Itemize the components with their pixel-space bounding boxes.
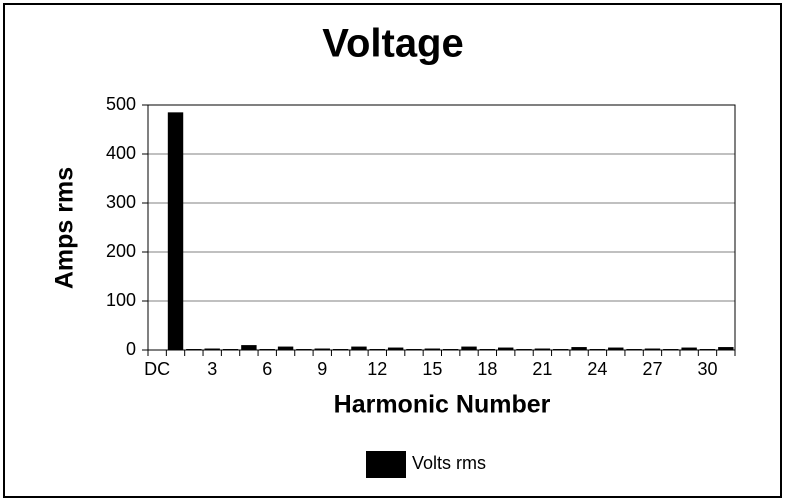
bar — [644, 348, 661, 350]
bar — [186, 349, 202, 350]
y-tick-label: 100 — [106, 290, 136, 310]
bar — [332, 349, 349, 350]
x-tick-label: 15 — [422, 359, 442, 379]
bar — [442, 349, 459, 350]
bar — [461, 346, 477, 350]
x-tick-label: 27 — [642, 359, 662, 379]
bar — [314, 348, 330, 350]
x-tick-label: 9 — [317, 359, 327, 379]
bar — [387, 347, 404, 350]
bar — [608, 347, 624, 350]
y-tick-label: 0 — [126, 339, 136, 359]
bar — [296, 349, 312, 350]
bar — [626, 349, 642, 350]
bar — [424, 348, 441, 350]
bar — [718, 347, 734, 350]
y-axis-label: Amps rms — [51, 167, 79, 289]
bar — [241, 345, 257, 350]
x-tick-label: 18 — [477, 359, 497, 379]
bar — [259, 349, 275, 350]
chart-frame — [3, 3, 782, 498]
x-axis-label: Harmonic Number — [334, 391, 551, 419]
y-tick-label: 200 — [106, 241, 136, 261]
y-tick-label: 500 — [106, 94, 136, 114]
x-tick-label: 21 — [532, 359, 552, 379]
bar — [497, 347, 514, 350]
legend-swatch — [366, 451, 406, 478]
bar — [277, 346, 294, 350]
bar — [369, 349, 386, 350]
bar — [222, 349, 239, 350]
x-tick-label: 12 — [367, 359, 387, 379]
x-tick-label: 30 — [697, 359, 717, 379]
bar — [516, 349, 532, 350]
x-tick-label: 24 — [587, 359, 607, 379]
bar — [167, 112, 184, 350]
bar — [589, 349, 606, 350]
bar — [479, 349, 496, 350]
bar — [534, 348, 551, 350]
bar — [553, 349, 569, 350]
bar — [699, 349, 716, 350]
y-tick-label: 300 — [106, 192, 136, 212]
x-tick-label: DC — [144, 359, 170, 379]
x-tick-label: 3 — [207, 359, 217, 379]
bar — [406, 349, 422, 350]
bar — [351, 346, 367, 350]
x-tick-label: 6 — [262, 359, 272, 379]
bar — [663, 349, 679, 350]
y-tick-label: 400 — [106, 143, 136, 163]
legend-label: Volts rms — [412, 453, 486, 473]
bar — [571, 347, 587, 350]
bar — [681, 347, 697, 350]
chart-title: Voltage — [322, 22, 464, 66]
bar — [204, 348, 220, 350]
